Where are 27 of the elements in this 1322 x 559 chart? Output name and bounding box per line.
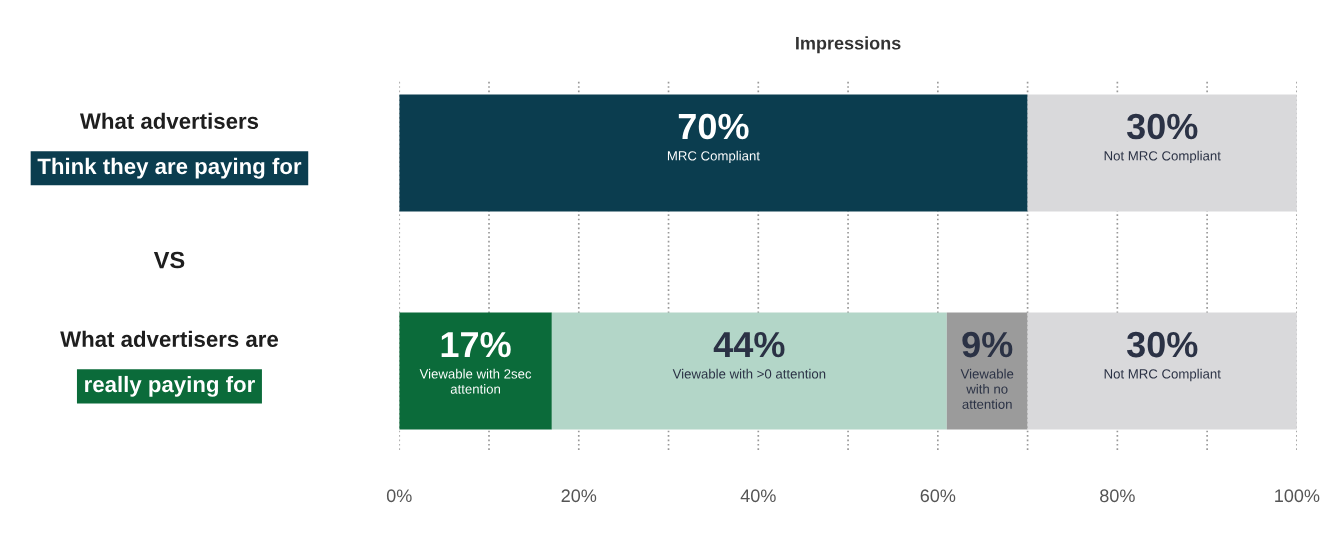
data-label: 17%	[441, 331, 511, 358]
series-label: MRC Compliant	[667, 150, 760, 164]
data-label: 30%	[1126, 331, 1198, 358]
x-tick-label: 0%	[386, 489, 412, 503]
data-label: 44%	[713, 331, 785, 358]
x-tick-label: 60%	[920, 489, 956, 503]
series-label: Not MRC Compliant	[1104, 150, 1221, 164]
text: VS	[153, 251, 185, 269]
bar	[399, 312, 552, 430]
bar	[1027, 312, 1297, 430]
x-tick-label: 100%	[1275, 489, 1320, 503]
text: Not MRC Compliant	[1104, 368, 1221, 382]
bar	[399, 94, 1028, 212]
x-axis-title: Impressions	[796, 36, 901, 54]
series-label: Viewable with no attention	[960, 368, 1014, 409]
data-label: 70%	[678, 113, 749, 140]
data-label: 30%	[1126, 113, 1198, 140]
series-label: Viewable with 2sec attention	[419, 368, 532, 394]
category-label: What advertisers are really paying for	[60, 330, 279, 397]
bar	[1027, 94, 1297, 212]
series-label: Viewable with >0 attention	[672, 368, 826, 379]
x-tick-label: 40%	[740, 489, 776, 503]
bar	[551, 312, 947, 430]
data-label: 9%	[962, 331, 1013, 358]
x-tick-label: 80%	[1100, 489, 1135, 503]
x-tick-label: 20%	[561, 489, 597, 503]
category-label: What advertisers Think they are paying for	[37, 112, 302, 179]
